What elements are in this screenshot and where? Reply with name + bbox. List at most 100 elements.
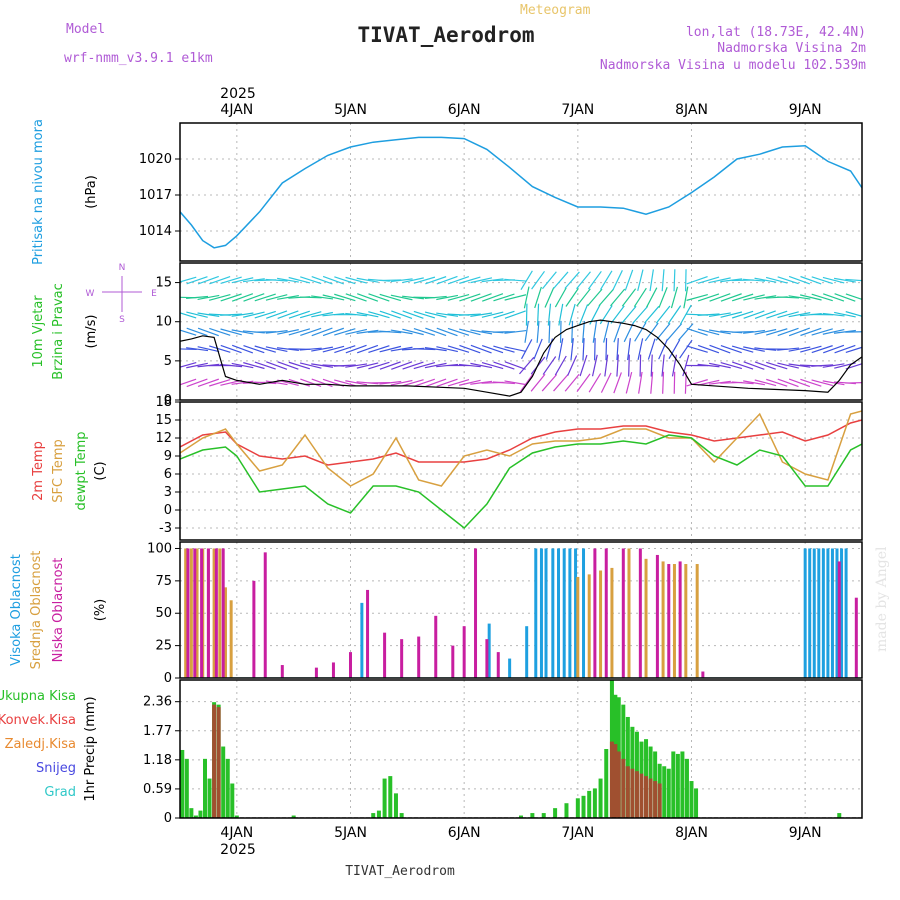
wind-arrow — [492, 381, 515, 385]
wind-arrow — [766, 328, 788, 336]
wind-arrow — [697, 328, 720, 336]
bar-visoka-oblacnost — [562, 548, 566, 678]
wind-arrow — [834, 277, 856, 283]
wind-arrow — [470, 380, 493, 385]
bar-ukupna-kisa — [662, 766, 667, 818]
bar-srednja-oblacnost — [184, 548, 188, 678]
bar-visoka-oblacnost — [821, 548, 825, 678]
bar-niska-oblacnost — [400, 639, 404, 678]
wind-arrow — [436, 346, 458, 353]
wind-arrow — [697, 363, 720, 368]
wind-arrow — [322, 275, 344, 285]
wind-arrow — [413, 361, 436, 370]
bar-visoka-oblacnost — [582, 548, 586, 678]
y-tick-label: 5 — [164, 354, 172, 369]
wind-arrow — [777, 378, 799, 388]
wind-arrow — [610, 288, 626, 307]
wind-arrow — [613, 321, 622, 343]
wind-arrow — [541, 271, 557, 290]
wind-arrow — [413, 310, 436, 319]
wind-arrow — [402, 310, 424, 319]
wind-arrow — [766, 361, 788, 370]
wind-arrow — [425, 276, 447, 285]
wind-arrow — [520, 339, 533, 360]
wind-arrow — [800, 378, 822, 387]
wind-arrow — [470, 277, 493, 284]
temperature-frame — [179, 401, 863, 541]
date-label-top: 6JAN — [448, 102, 481, 118]
wind-arrow — [197, 294, 220, 301]
bar-visoka-oblacnost — [826, 548, 830, 678]
bar-ukupna-kisa — [189, 808, 194, 818]
wind-arrow — [777, 296, 800, 299]
y-tick-label: 100 — [147, 541, 172, 556]
wind-arrow — [800, 294, 822, 301]
bar-visoka-oblacnost — [835, 548, 839, 678]
wind-arrow — [390, 379, 413, 386]
date-label-bottom: 4JAN — [220, 825, 253, 841]
bar-niska-oblacnost — [854, 597, 858, 678]
wind-arrow — [368, 293, 390, 302]
wind-arrow — [731, 331, 754, 333]
bar-niska-oblacnost — [593, 548, 597, 678]
wind-arrow — [345, 276, 367, 284]
wind-arrow — [299, 362, 322, 369]
wind-arrow — [390, 278, 413, 283]
wind-ylabel: (m/s) — [84, 315, 99, 349]
clouds-ylabel: Niska Oblacnost — [51, 558, 66, 663]
wind-arrow — [266, 361, 288, 370]
wind-speed-line — [180, 319, 862, 397]
wind-panel: 0 5 10 15 N S W E 10m Vjetar Brzina i Pravac (m/s) — [31, 262, 863, 408]
wind-arrow — [544, 287, 555, 308]
bar-visoka-oblacnost — [360, 602, 364, 678]
wind-arrow — [254, 345, 276, 353]
wind-arrow — [220, 328, 242, 336]
wind-arrow — [356, 362, 379, 369]
bar-niska-oblacnost — [349, 652, 352, 678]
wind-arrow — [777, 327, 799, 337]
wind-arrow — [553, 374, 569, 392]
wind-arrow — [180, 361, 197, 368]
bar-ukupna-kisa — [581, 795, 586, 818]
wind-arrow — [334, 328, 356, 336]
bar-niska-oblacnost — [474, 548, 478, 678]
wind-arrow — [357, 293, 379, 302]
wind-arrow — [368, 311, 390, 319]
bar-ukupna-kisa — [689, 781, 694, 818]
y-tick-label: -3 — [159, 521, 172, 536]
compass-e: E — [151, 289, 157, 299]
bar-niska-oblacnost — [485, 639, 489, 678]
bar-konvek-kisa — [613, 744, 618, 818]
bar-ukupna-kisa — [230, 783, 235, 818]
wind-arrow — [633, 287, 647, 308]
bar-ukupna-kisa — [225, 758, 230, 818]
wind-arrow — [845, 278, 862, 282]
bar-ukupna-kisa — [180, 749, 185, 818]
wind-arrow — [231, 380, 254, 385]
wind-arrow — [402, 328, 424, 336]
year-top: 2025 — [220, 86, 256, 102]
wind-arrow — [754, 361, 776, 370]
wind-arrow — [180, 329, 197, 336]
pressure-panel: 1014 1017 1020 Pritisak na nivou mora (hPa) — [31, 119, 863, 265]
wind-arrow — [697, 379, 720, 386]
wind-arrow — [519, 356, 535, 375]
wind-arrow — [322, 312, 345, 317]
wind-arrow — [588, 373, 602, 393]
wind-arrow — [504, 329, 527, 334]
wind-arrow — [697, 293, 720, 302]
wind-arrow — [447, 276, 470, 285]
wind-arrow — [799, 313, 822, 317]
wind-arrow — [661, 269, 665, 292]
bar-ukupna-kisa — [371, 813, 376, 818]
bar-konvek-kisa — [212, 704, 217, 818]
wind-arrow — [180, 276, 197, 283]
y-tick-label: 0 — [164, 811, 172, 826]
wind-arrow — [678, 323, 694, 341]
wind-arrow — [823, 344, 845, 354]
series-line-sfc-temp — [180, 410, 862, 487]
wind-arrow — [470, 312, 493, 317]
wind-arrow — [197, 275, 219, 285]
wind-arrow — [644, 322, 659, 342]
bar-niska-oblacnost — [214, 548, 218, 678]
